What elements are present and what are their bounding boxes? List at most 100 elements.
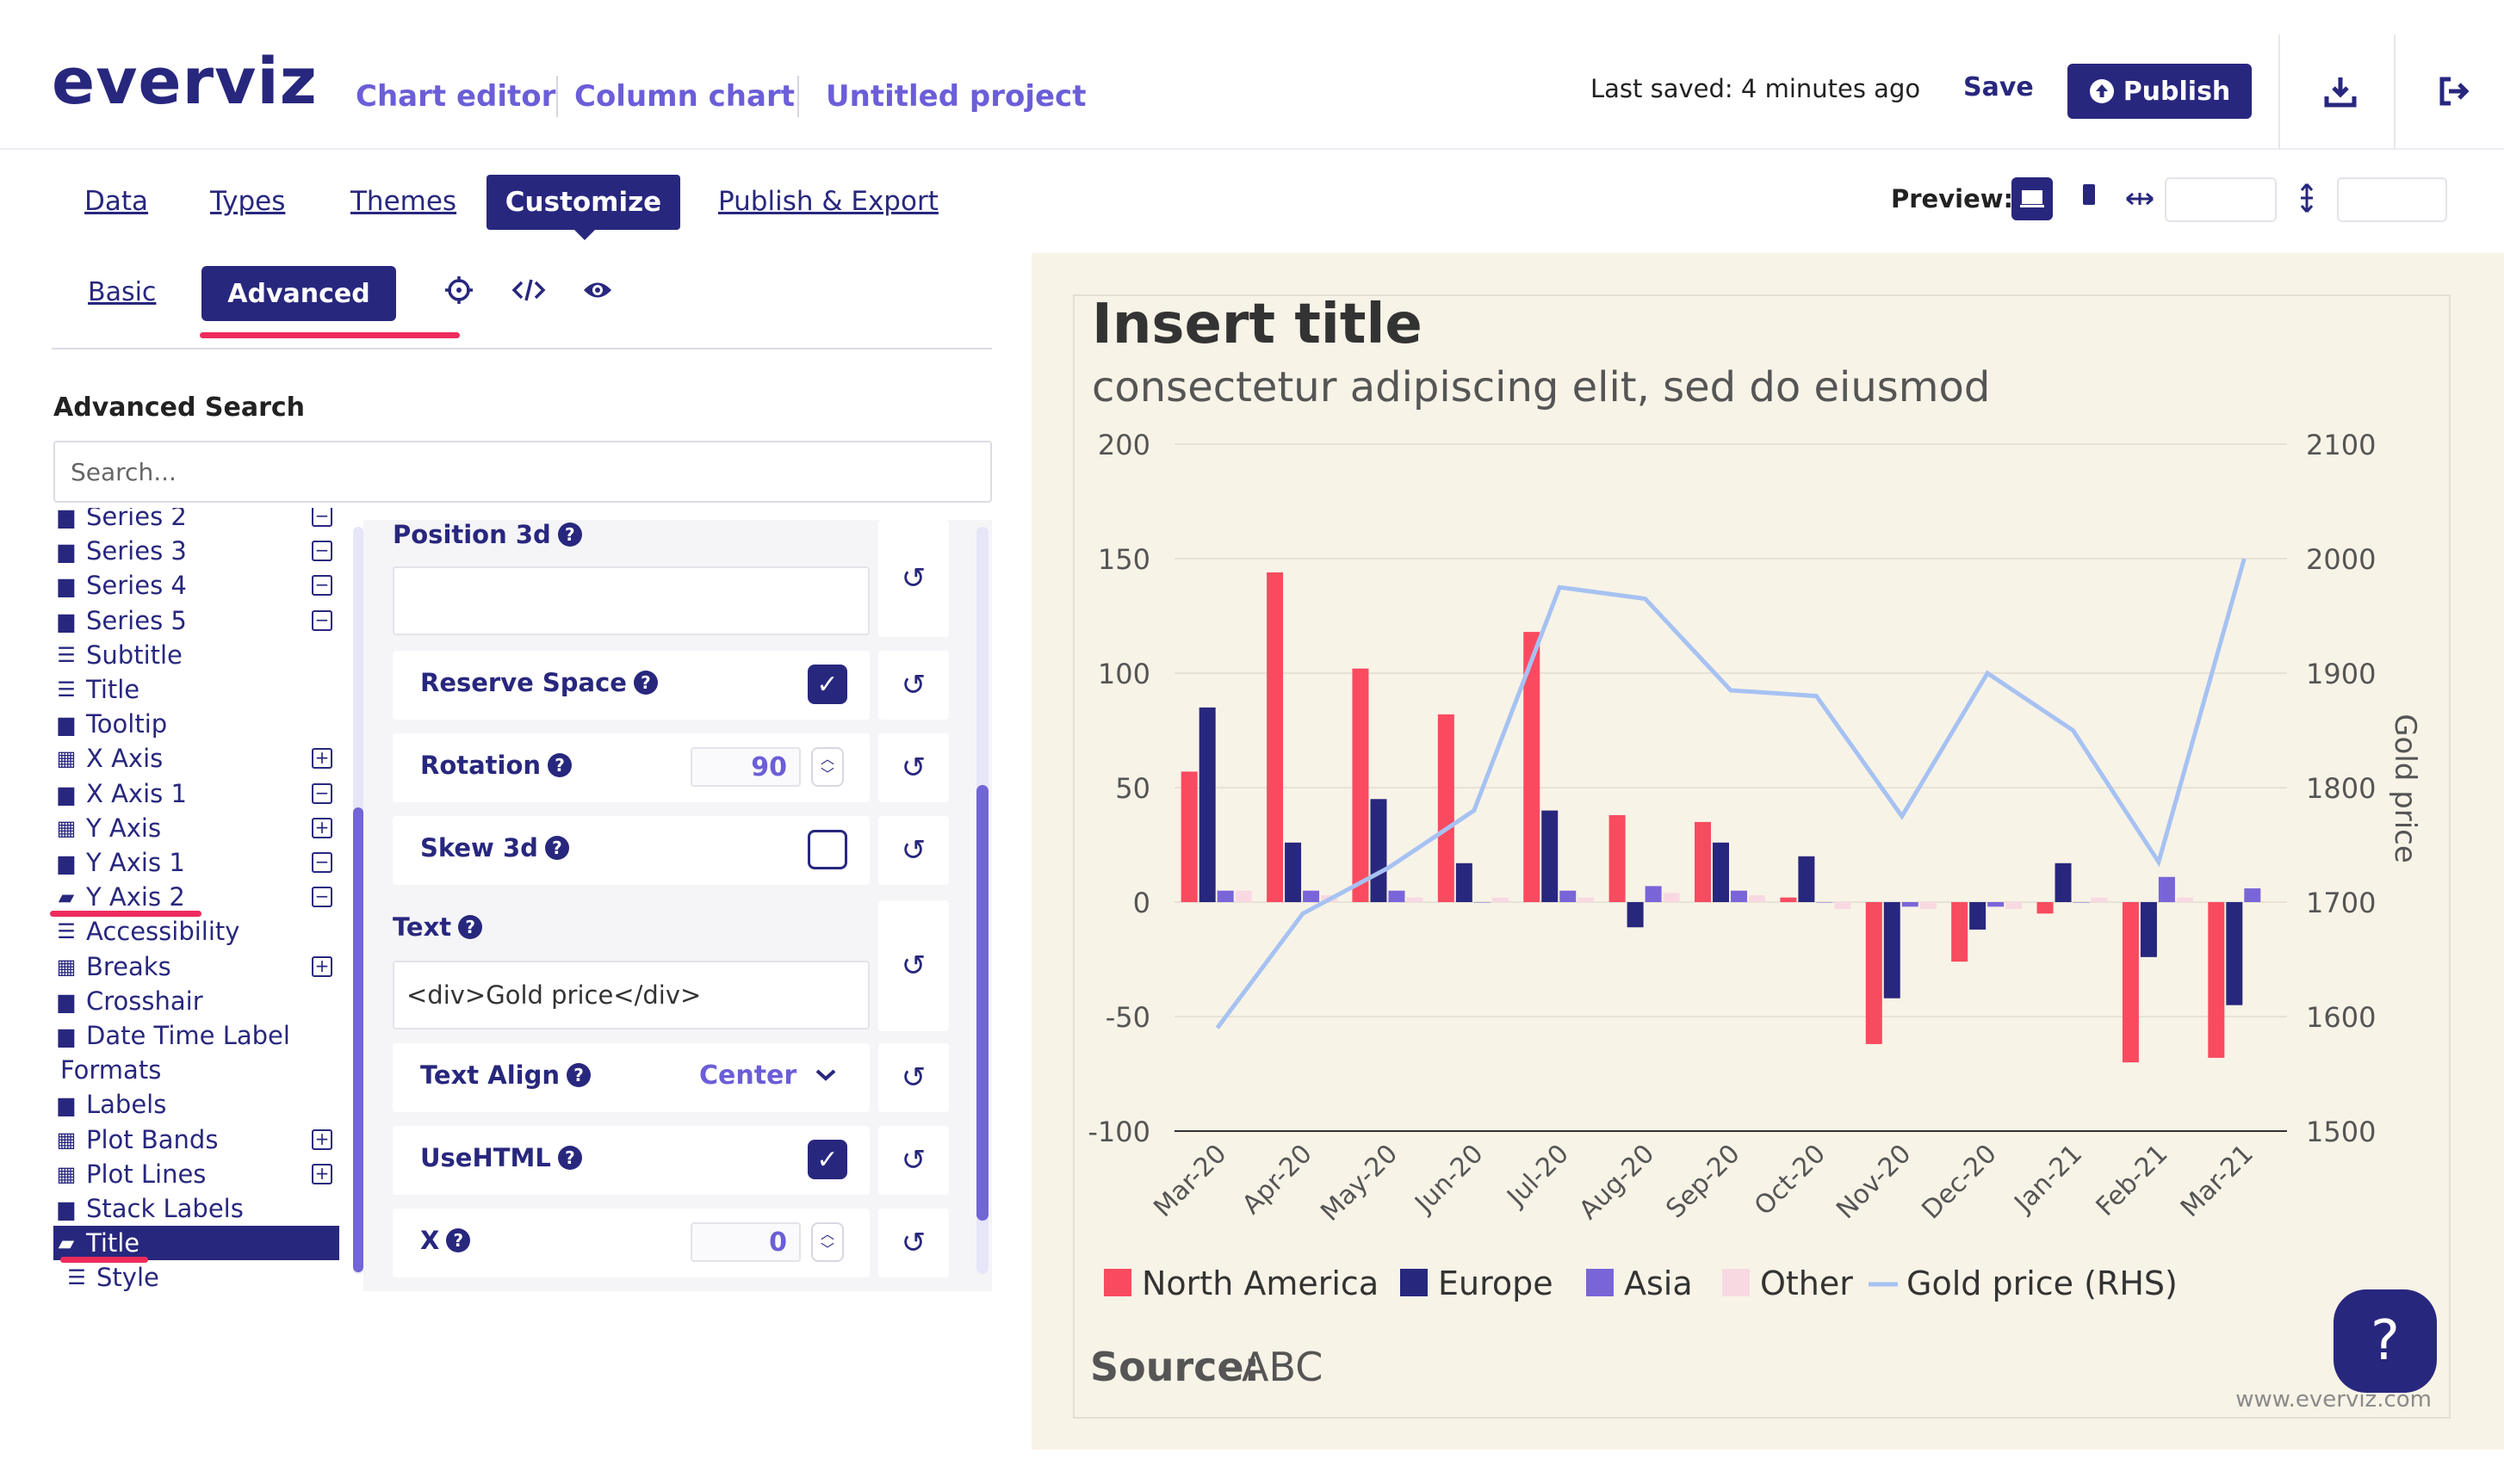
expand-icon[interactable]: +: [312, 1163, 332, 1184]
skew3d-checkbox[interactable]: [808, 830, 847, 869]
tab-types[interactable]: Types: [210, 186, 286, 217]
rotation-input[interactable]: 90: [691, 747, 801, 787]
advanced-search-input[interactable]: [53, 441, 992, 503]
reserve-space-checkbox[interactable]: ✓: [808, 665, 847, 704]
x-tick-label: Mar-21: [2175, 1139, 2259, 1223]
reset-icon[interactable]: ↺: [878, 1209, 949, 1277]
tab-themes[interactable]: Themes: [350, 186, 457, 217]
text-input[interactable]: <div>Gold price</div>: [393, 961, 870, 1030]
help-icon[interactable]: ?: [446, 1228, 471, 1252]
subtab-advanced[interactable]: Advanced: [201, 266, 396, 321]
position3d-input[interactable]: [393, 566, 870, 635]
tree-item[interactable]: ▆ Y Axis 1: [53, 845, 185, 880]
properties-scrollbar-thumb[interactable]: [976, 785, 989, 1221]
help-icon[interactable]: ?: [567, 1063, 591, 1087]
expand-icon[interactable]: +: [312, 955, 332, 977]
bar: [1608, 814, 1626, 902]
preview-width-input[interactable]: [2165, 177, 2277, 222]
eye-icon[interactable]: [582, 279, 613, 305]
reset-icon[interactable]: ↺: [878, 733, 949, 802]
breadcrumb-chart-type[interactable]: Column chart: [574, 79, 795, 114]
tree-item[interactable]: ☰ Style: [64, 1260, 159, 1295]
collapse-icon[interactable]: −: [312, 609, 332, 631]
help-icon[interactable]: ?: [548, 753, 573, 777]
logout-icon[interactable]: [2437, 74, 2471, 112]
tree-item[interactable]: ▰ Y Axis 2: [53, 880, 185, 914]
tree-item[interactable]: ▆ Labels: [53, 1087, 167, 1122]
tree-item[interactable]: ▦ Plot Bands: [53, 1122, 219, 1157]
tree-item[interactable]: ▆ Stack Labels: [53, 1191, 244, 1226]
desktop-preview-icon[interactable]: [2011, 177, 2053, 220]
breadcrumb-project[interactable]: Untitled project: [826, 79, 1087, 114]
rotation-stepper[interactable]: ︿ ﹀: [811, 747, 844, 787]
panel-scrollbar-thumb[interactable]: [353, 807, 363, 1272]
subtab-basic[interactable]: Basic: [88, 277, 157, 307]
mobile-preview-icon[interactable]: [2080, 182, 2098, 213]
publish-button[interactable]: Publish: [2067, 64, 2252, 119]
code-icon[interactable]: [511, 277, 546, 306]
tab-customize[interactable]: Customize: [487, 175, 680, 240]
usehtml-checkbox[interactable]: ✓: [808, 1140, 847, 1179]
tree-item[interactable]: ▆ Crosshair: [53, 984, 203, 1018]
tab-publish-export[interactable]: Publish & Export: [718, 186, 939, 217]
help-icon[interactable]: ?: [544, 836, 569, 860]
x-stepper[interactable]: ︿ ﹀: [811, 1222, 844, 1262]
tree-item[interactable]: ▦ Breaks: [53, 949, 171, 984]
y2-tick-label: 1900: [2306, 658, 2376, 690]
tree-item[interactable]: ▰ Title: [53, 1226, 339, 1261]
tree-item[interactable]: ▦ Y Axis: [53, 811, 161, 845]
chevron-down-icon[interactable]: [813, 1064, 839, 1088]
everviz-logo[interactable]: everviz: [52, 45, 318, 119]
preview-height-input[interactable]: [2337, 177, 2447, 222]
source-label: Source:: [1090, 1344, 1260, 1390]
tree-item[interactable]: Formats: [53, 1053, 161, 1087]
legend-swatch: [1400, 1269, 1428, 1296]
tree-item[interactable]: ▆ Series 3: [53, 534, 187, 568]
reset-icon[interactable]: ↺: [878, 1043, 949, 1112]
collapse-icon[interactable]: −: [312, 541, 332, 562]
collapse-icon[interactable]: −: [312, 852, 332, 873]
reset-icon[interactable]: ↺: [878, 816, 949, 885]
collapse-icon[interactable]: −: [312, 575, 332, 597]
tree-item[interactable]: ▆ Tooltip: [53, 707, 167, 741]
help-icon[interactable]: ?: [458, 915, 483, 939]
tree-item[interactable]: ☰ Accessibility: [53, 914, 239, 949]
tree-item[interactable]: ▆ X Axis 1: [53, 776, 187, 811]
tree-item[interactable]: ▦ Plot Lines: [53, 1157, 207, 1191]
tree-item[interactable]: ▦ X Axis: [53, 741, 164, 776]
x-tick-label: Mar-20: [1148, 1139, 1232, 1223]
tab-data[interactable]: Data: [84, 186, 149, 217]
breadcrumb-chart-editor[interactable]: Chart editor: [356, 79, 556, 114]
bar: [1437, 714, 1454, 902]
reset-icon[interactable]: ↺: [878, 651, 949, 720]
y2-tick-label: 1800: [2306, 772, 2376, 805]
tree-item[interactable]: ▆ Series 4: [53, 568, 187, 603]
collapse-icon[interactable]: −: [312, 887, 332, 908]
tree-item[interactable]: ▆ Date Time Label: [53, 1018, 290, 1053]
expand-icon[interactable]: +: [312, 817, 332, 838]
collapse-icon[interactable]: −: [312, 508, 332, 527]
collapse-icon[interactable]: −: [312, 782, 332, 804]
tree-item[interactable]: ☰ Title: [53, 672, 139, 707]
legend-label: Europe: [1438, 1264, 1553, 1302]
tree-item[interactable]: ▆ Series 2: [53, 508, 187, 534]
column-chart[interactable]: Insert title consectetur adipiscing elit,…: [1073, 294, 2451, 1419]
tree-item[interactable]: ☰ Subtitle: [53, 638, 183, 672]
help-icon[interactable]: ?: [557, 522, 582, 547]
help-button[interactable]: ?: [2334, 1289, 2437, 1393]
legend-label: Gold price (RHS): [1906, 1264, 2178, 1302]
save-button[interactable]: Save: [1963, 72, 2034, 102]
x-tick-label: Apr-20: [1237, 1139, 1318, 1221]
download-icon[interactable]: [2323, 74, 2358, 112]
reset-icon[interactable]: ↺: [878, 520, 949, 637]
crosshair-icon[interactable]: [444, 275, 474, 308]
help-icon[interactable]: ?: [557, 1146, 582, 1170]
tree-item[interactable]: ▆ Series 5: [53, 603, 187, 638]
x-input[interactable]: 0: [691, 1222, 801, 1262]
help-icon[interactable]: ?: [633, 671, 658, 695]
reset-icon[interactable]: ↺: [878, 900, 949, 1031]
reset-icon[interactable]: ↺: [878, 1126, 949, 1195]
expand-icon[interactable]: +: [312, 748, 332, 770]
text-align-select[interactable]: Center: [699, 1060, 797, 1091]
expand-icon[interactable]: +: [312, 1128, 332, 1150]
